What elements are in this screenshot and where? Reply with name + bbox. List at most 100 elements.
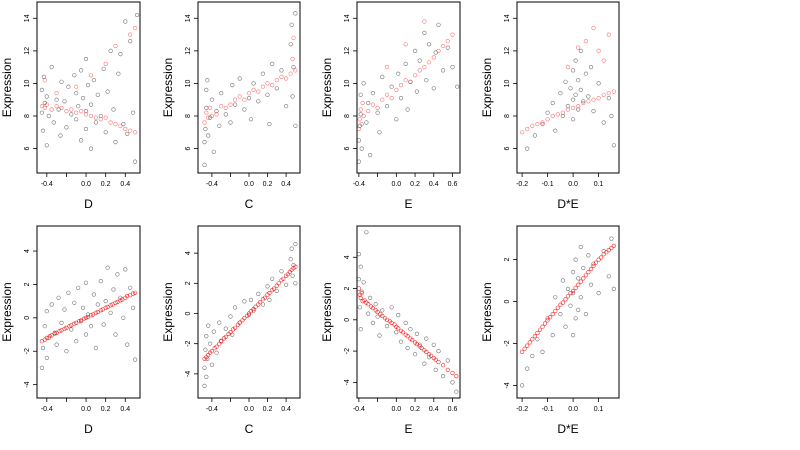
observed-point bbox=[441, 68, 446, 73]
fitted-point bbox=[54, 104, 59, 109]
fitted-point bbox=[611, 89, 617, 94]
observed-point bbox=[540, 349, 545, 355]
observed-point bbox=[204, 105, 209, 110]
observed-point bbox=[389, 305, 394, 310]
fitted-point bbox=[78, 108, 84, 114]
observed-point bbox=[601, 249, 606, 254]
observed-point bbox=[105, 89, 110, 94]
observed-point bbox=[76, 104, 81, 109]
y-tick-label: 6 bbox=[24, 147, 31, 151]
fitted-point bbox=[609, 245, 614, 251]
observed-point bbox=[573, 257, 578, 262]
fitted-point bbox=[88, 113, 94, 119]
observed-point bbox=[366, 100, 371, 106]
observed-point bbox=[289, 22, 294, 27]
y-tick-label: -4 bbox=[504, 382, 511, 388]
observed-point bbox=[42, 324, 47, 329]
x-tick-label: 0.0 bbox=[391, 181, 401, 188]
fitted-point bbox=[410, 338, 415, 343]
observed-point bbox=[51, 120, 56, 125]
fitted-point bbox=[454, 374, 459, 379]
observed-point bbox=[66, 84, 71, 89]
observed-point bbox=[578, 87, 583, 92]
observed-point bbox=[588, 64, 594, 70]
fitted-point bbox=[93, 115, 98, 120]
fitted-point bbox=[578, 279, 583, 284]
observed-point bbox=[606, 274, 611, 279]
observed-point bbox=[553, 295, 558, 300]
fitted-point bbox=[563, 297, 568, 302]
observed-point bbox=[414, 89, 420, 94]
x-axis-label: C bbox=[245, 197, 254, 211]
y-axis-label: Expression bbox=[480, 58, 494, 117]
observed-point bbox=[358, 92, 363, 97]
fitted-point bbox=[527, 340, 532, 345]
observed-point bbox=[405, 345, 410, 351]
fitted-point bbox=[267, 291, 272, 296]
observed-point bbox=[83, 332, 89, 337]
observed-point bbox=[128, 38, 133, 44]
observed-point bbox=[356, 252, 362, 257]
observed-point bbox=[422, 361, 427, 366]
observed-point bbox=[202, 383, 207, 389]
observed-point bbox=[80, 95, 86, 101]
observed-point bbox=[233, 305, 238, 310]
fitted-point bbox=[293, 264, 298, 269]
fitted-point bbox=[419, 345, 424, 351]
observed-point bbox=[377, 130, 382, 135]
x-tick-label: 0.1 bbox=[594, 406, 604, 413]
fitted-point bbox=[576, 282, 581, 287]
y-tick-label: 0 bbox=[185, 311, 192, 315]
observed-point bbox=[356, 138, 362, 143]
observed-point bbox=[270, 276, 275, 281]
fitted-point bbox=[103, 305, 108, 310]
fitted-point bbox=[389, 95, 394, 101]
fitted-point bbox=[206, 115, 211, 120]
fitted-point bbox=[108, 303, 113, 308]
observed-point bbox=[98, 279, 103, 284]
fitted-point bbox=[359, 291, 364, 296]
observed-point bbox=[370, 91, 376, 96]
observed-point bbox=[583, 312, 589, 317]
plot-frame bbox=[36, 225, 141, 399]
observed-point bbox=[368, 153, 373, 158]
observed-point bbox=[581, 265, 586, 271]
observed-point bbox=[357, 305, 362, 310]
observed-point bbox=[560, 278, 566, 283]
x-tick-label: 0.0 bbox=[391, 406, 401, 413]
observed-point bbox=[251, 81, 256, 86]
fitted-point bbox=[396, 326, 401, 331]
observed-point bbox=[583, 71, 589, 76]
fitted-point bbox=[593, 260, 599, 265]
fitted-point bbox=[290, 56, 295, 62]
fitted-point bbox=[583, 38, 589, 44]
observed-point bbox=[596, 81, 601, 86]
observed-point bbox=[358, 327, 363, 332]
fitted-point bbox=[204, 110, 209, 115]
fitted-point bbox=[408, 79, 413, 84]
observed-point bbox=[260, 71, 266, 76]
observed-point bbox=[265, 92, 270, 97]
y-axis-label: Expression bbox=[0, 58, 14, 117]
observed-point bbox=[436, 349, 441, 354]
fitted-point bbox=[357, 117, 362, 122]
observed-point bbox=[433, 367, 438, 373]
observed-point bbox=[267, 121, 272, 127]
fitted-point bbox=[530, 337, 535, 342]
observed-point bbox=[558, 91, 563, 96]
fitted-point bbox=[47, 334, 52, 339]
fitted-point bbox=[601, 92, 606, 97]
chart-panel-4: -0.2 -0.1 0.0 0.1 6 8 10 12 14 D*E Expression bbox=[480, 1, 620, 211]
observed-point bbox=[293, 242, 298, 247]
fitted-point bbox=[118, 298, 123, 303]
fitted-point bbox=[271, 286, 277, 291]
fitted-point bbox=[441, 43, 446, 49]
y-tick-label: 14 bbox=[504, 14, 511, 22]
fitted-point bbox=[228, 330, 233, 335]
fitted-point bbox=[540, 120, 545, 125]
observed-point bbox=[578, 295, 583, 300]
fitted-point bbox=[576, 45, 581, 50]
observed-point bbox=[223, 326, 228, 331]
fitted-point bbox=[202, 120, 207, 125]
observed-point bbox=[545, 316, 550, 321]
